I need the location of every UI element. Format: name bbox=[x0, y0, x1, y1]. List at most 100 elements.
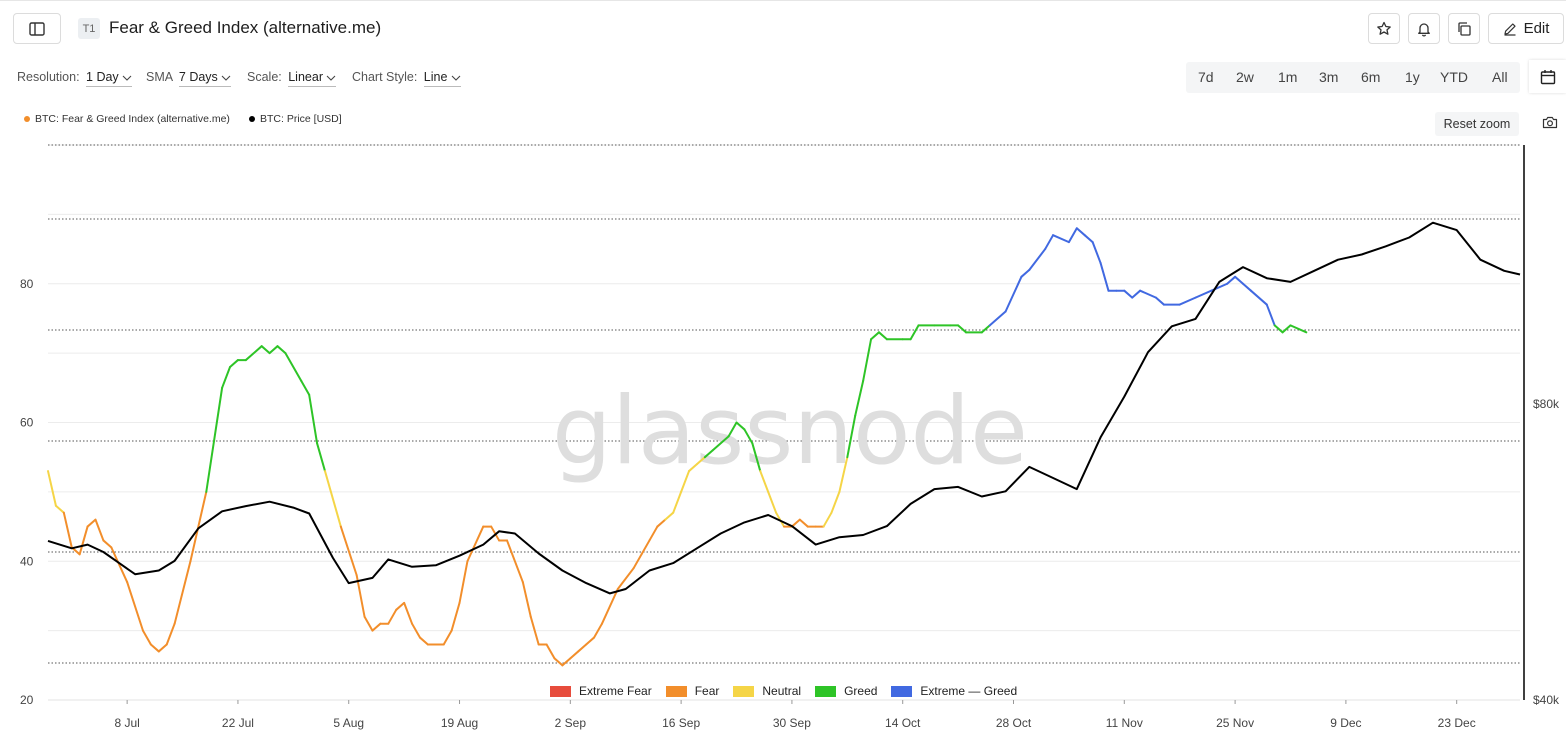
fgi-line-segment[interactable] bbox=[260, 345, 271, 355]
fgi-line-segment[interactable] bbox=[149, 643, 160, 653]
fgi-line-segment[interactable] bbox=[680, 470, 691, 493]
fgi-line-segment[interactable] bbox=[1099, 261, 1110, 292]
fgi-line-segment[interactable] bbox=[1194, 289, 1213, 299]
chart-style-select[interactable]: Chart Style: Line bbox=[352, 70, 461, 87]
fgi-line-segment[interactable] bbox=[1028, 248, 1047, 271]
fgi-line-segment[interactable] bbox=[110, 546, 129, 584]
date-picker-button[interactable] bbox=[1529, 60, 1566, 93]
fgi-line-segment[interactable] bbox=[854, 379, 865, 417]
fgi-line-segment[interactable] bbox=[387, 608, 398, 625]
fgi-line-segment[interactable] bbox=[94, 518, 105, 542]
fgi-line-segment[interactable] bbox=[593, 622, 603, 639]
fgi-line-segment[interactable] bbox=[411, 622, 421, 639]
fgi-line-segment[interactable] bbox=[1273, 324, 1284, 334]
scale-select[interactable]: Scale: Linear bbox=[247, 70, 337, 87]
export-image-button[interactable] bbox=[1542, 116, 1558, 134]
fgi-line-segment[interactable] bbox=[1289, 324, 1308, 334]
fgi-line-segment[interactable] bbox=[458, 560, 469, 604]
fgi-line-segment[interactable] bbox=[743, 428, 754, 445]
alert-button[interactable] bbox=[1408, 13, 1440, 44]
fgi-line-segment[interactable] bbox=[126, 581, 144, 632]
fgi-line-segment[interactable] bbox=[173, 560, 192, 625]
fgi-line-segment[interactable] bbox=[838, 456, 849, 493]
fgi-line-segment[interactable] bbox=[640, 539, 651, 556]
fgi-line-segment[interactable] bbox=[569, 650, 580, 660]
fgi-line-segment[interactable] bbox=[1020, 268, 1031, 278]
fgi-line-segment[interactable] bbox=[529, 615, 540, 646]
fgi-line-segment[interactable] bbox=[1234, 275, 1245, 285]
fgi-line-segment[interactable] bbox=[980, 324, 991, 334]
fgi-line-segment[interactable] bbox=[664, 511, 675, 521]
fgi-line-segment[interactable] bbox=[1123, 289, 1134, 299]
sma-select[interactable]: SMA 7 Days bbox=[146, 70, 232, 87]
reset-zoom-button[interactable]: Reset zoom bbox=[1435, 112, 1519, 136]
fgi-line-segment[interactable] bbox=[1178, 296, 1197, 306]
fgi-line-segment[interactable] bbox=[1281, 324, 1292, 334]
fgi-line-segment[interactable] bbox=[521, 581, 532, 618]
favorite-button[interactable] bbox=[1368, 13, 1400, 44]
fgi-line-segment[interactable] bbox=[703, 449, 714, 459]
fgi-line-segment[interactable] bbox=[141, 629, 152, 646]
fgi-line-segment[interactable] bbox=[62, 511, 73, 549]
fgi-line-segment[interactable] bbox=[276, 345, 287, 355]
fgi-line-segment[interactable] bbox=[1249, 289, 1268, 306]
fgi-line-segment[interactable] bbox=[545, 643, 556, 660]
fgi-line-segment[interactable] bbox=[1083, 234, 1094, 244]
duplicate-button[interactable] bbox=[1448, 13, 1480, 44]
fgi-line-segment[interactable] bbox=[988, 310, 1007, 327]
range-3m[interactable]: 3m bbox=[1319, 69, 1339, 85]
fgi-line-segment[interactable] bbox=[418, 636, 429, 646]
fgi-line-segment[interactable] bbox=[877, 331, 888, 341]
fgi-line-segment[interactable] bbox=[244, 345, 263, 362]
fgi-line-segment[interactable] bbox=[1004, 275, 1023, 313]
fgi-line-segment[interactable] bbox=[1044, 234, 1055, 251]
fgi-line-segment[interactable] bbox=[221, 366, 232, 389]
zone-legend-item-neutral[interactable]: Neutral bbox=[733, 684, 801, 698]
fgi-line-segment[interactable] bbox=[1242, 282, 1252, 292]
fgi-line-segment[interactable] bbox=[371, 622, 382, 632]
fgi-line-segment[interactable] bbox=[403, 601, 414, 625]
price-series[interactable] bbox=[47, 221, 1521, 595]
range-7d[interactable]: 7d bbox=[1198, 69, 1214, 85]
fgi-line-segment[interactable] bbox=[656, 518, 667, 528]
fgi-line-segment[interactable] bbox=[450, 601, 461, 632]
fgi-line-segment[interactable] bbox=[1067, 227, 1078, 244]
fgi-line-segment[interactable] bbox=[648, 525, 659, 542]
fgi-line-segment[interactable] bbox=[506, 539, 524, 584]
fgi-line-segment[interactable] bbox=[339, 525, 358, 577]
fgi-line-segment[interactable] bbox=[466, 525, 485, 563]
zone-legend-item-fear[interactable]: Fear bbox=[665, 684, 719, 698]
fgi-line-segment[interactable] bbox=[54, 504, 65, 514]
edit-button[interactable]: Edit bbox=[1488, 13, 1564, 44]
zone-legend-item-extreme-fear[interactable]: Extreme Fear bbox=[550, 684, 652, 698]
fgi-line-segment[interactable] bbox=[363, 615, 374, 632]
fgi-line-segment[interactable] bbox=[585, 636, 596, 646]
fgi-line-segment[interactable] bbox=[672, 490, 683, 514]
fgi-line-segment[interactable] bbox=[395, 601, 406, 611]
zone-legend-item-greed[interactable]: Greed bbox=[815, 684, 877, 698]
range-2w[interactable]: 2w bbox=[1236, 69, 1254, 85]
fgi-line-segment[interactable] bbox=[767, 490, 778, 514]
fgi-line-segment[interactable] bbox=[165, 622, 176, 646]
fgi-line-segment[interactable] bbox=[1131, 289, 1142, 299]
fgi-line-segment[interactable] bbox=[561, 657, 572, 667]
fgi-line-segment[interactable] bbox=[751, 442, 762, 473]
resolution-select[interactable]: Resolution: 1 Day bbox=[17, 70, 133, 87]
fgi-line-segment[interactable] bbox=[909, 324, 920, 341]
fgi-line-segment[interactable] bbox=[323, 470, 342, 528]
fgi-line-segment[interactable] bbox=[1075, 227, 1086, 237]
fgi-line-segment[interactable] bbox=[957, 324, 968, 334]
fgi-line-segment[interactable] bbox=[1154, 296, 1165, 306]
fgi-line-segment[interactable] bbox=[727, 421, 738, 438]
fgi-line-segment[interactable] bbox=[47, 470, 57, 507]
range-6m[interactable]: 6m bbox=[1361, 69, 1381, 85]
fgi-line-segment[interactable] bbox=[616, 567, 635, 590]
fgi-line-segment[interactable] bbox=[1139, 289, 1157, 299]
toggle-sidebar-button[interactable] bbox=[13, 13, 61, 44]
fgi-line-segment[interactable] bbox=[78, 525, 89, 556]
fgi-line-segment[interactable] bbox=[308, 393, 319, 445]
fgi-line-segment[interactable] bbox=[695, 456, 706, 466]
fgi-line-segment[interactable] bbox=[102, 539, 113, 549]
fgi-line-segment[interactable] bbox=[862, 338, 873, 382]
fgi-line-segment[interactable] bbox=[688, 463, 698, 473]
